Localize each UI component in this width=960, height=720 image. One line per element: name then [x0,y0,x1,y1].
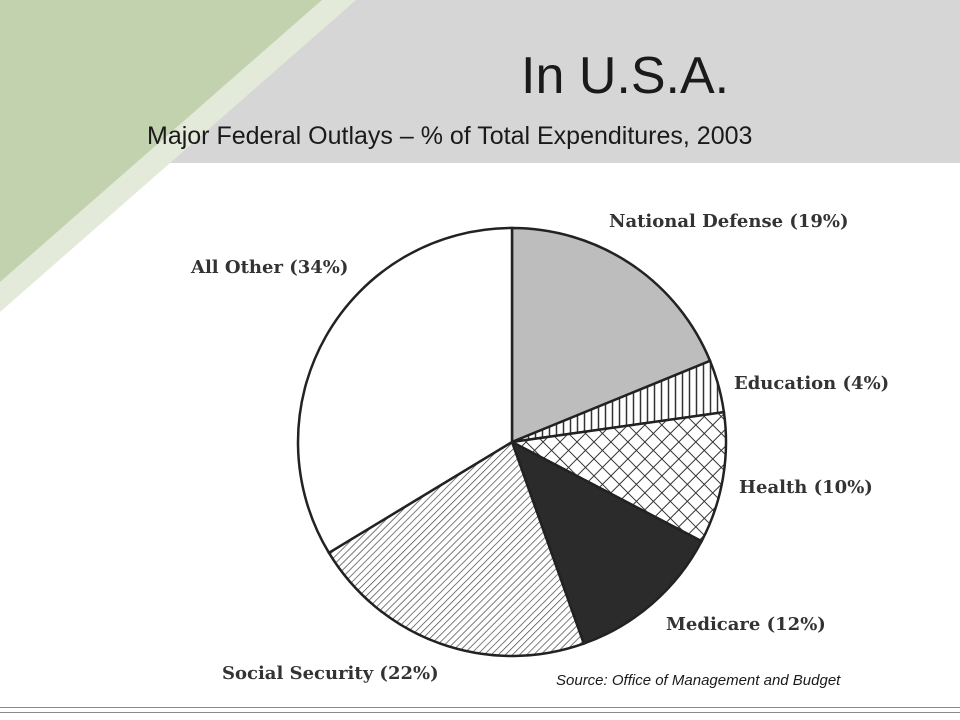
slice-label-medicare: Medicare (12%) [666,614,826,635]
footer-rule-bottom [0,712,960,713]
slide-title: In U.S.A. [521,47,730,105]
slice-label-national-defense: National Defense (19%) [609,211,849,232]
slice-label-education: Education (4%) [734,373,889,394]
slice-label-health: Health (10%) [739,477,873,498]
pie-slice-all-other [296,226,514,555]
slice-label-social-security: Social Security (22%) [222,663,439,684]
footer-rule-top [0,707,960,708]
pie-slice-national-defense [510,226,712,444]
source-note: Source: Office of Management and Budget [556,672,841,689]
pie-slice-health [507,410,728,543]
slide-subtitle: Major Federal Outlays – % of Total Expen… [147,122,753,150]
accent-stripe [0,0,322,282]
pie-slice-medicare [509,439,704,646]
slice-label-all-other: All Other (34%) [190,257,348,278]
pie-slice-social-security [327,440,586,658]
